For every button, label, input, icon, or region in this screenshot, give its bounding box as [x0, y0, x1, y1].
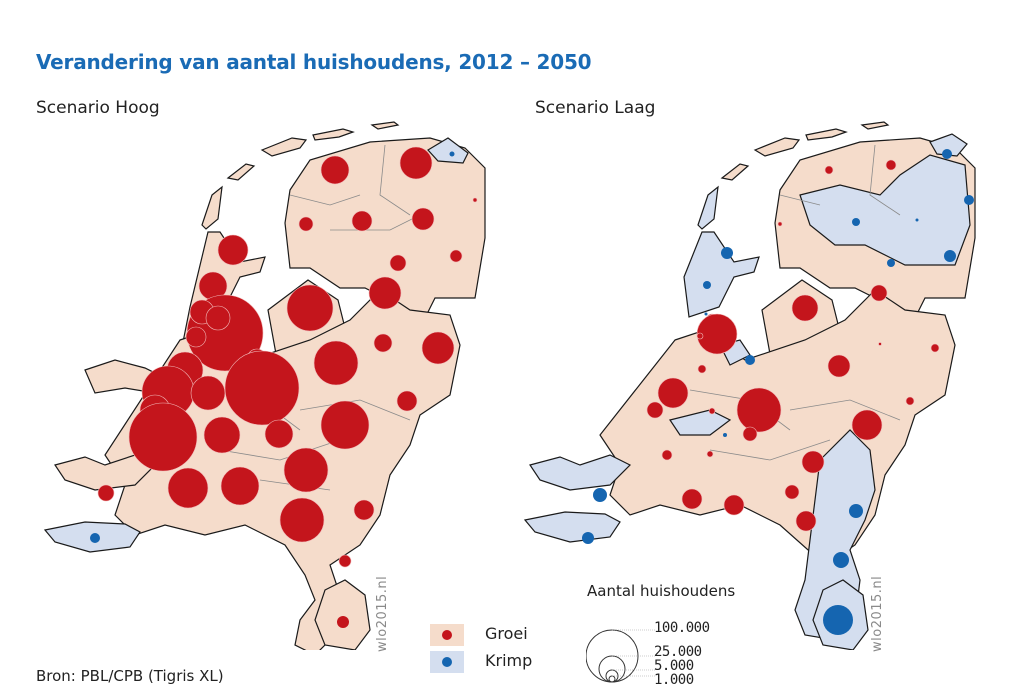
size-label-25000: 25.000: [654, 644, 702, 660]
shrink-dots: [90, 151, 455, 543]
shrink-regions: [523, 133, 971, 641]
legend-swatch-krimp: [430, 651, 464, 673]
size-label-1000: 1.000: [654, 672, 694, 688]
legend-label-groei: Groei: [485, 624, 528, 643]
map-land: [54, 121, 486, 650]
shrink-dot-icon: [442, 657, 452, 667]
shrink-regions: [43, 137, 469, 553]
chart-title: Verandering van aantal huishoudens, 2012…: [36, 50, 592, 74]
watermark-hoog: wlo2015.nl: [375, 575, 390, 652]
watermark-laag: wlo2015.nl: [870, 575, 885, 652]
legend-label-krimp: Krimp: [485, 651, 533, 670]
shrink-dots: [582, 149, 974, 568]
growth-dots: [646, 159, 940, 532]
source-note: Bron: PBL/CPB (Tigris XL): [36, 667, 224, 685]
legend-swatch-groei: [430, 624, 464, 646]
size-legend-title: Aantal huishoudens: [587, 582, 736, 600]
size-label-100000: 100.000: [654, 620, 710, 636]
map-scenario-laag: [523, 121, 976, 650]
growth-dot-icon: [442, 630, 452, 640]
map-scenario-hoog: [43, 121, 486, 650]
size-legend-circles: [586, 629, 656, 683]
size-label-5000: 5.000: [654, 658, 694, 674]
panel-title-hoog: Scenario Hoog: [36, 98, 160, 118]
panel-title-laag: Scenario Laag: [535, 98, 656, 118]
